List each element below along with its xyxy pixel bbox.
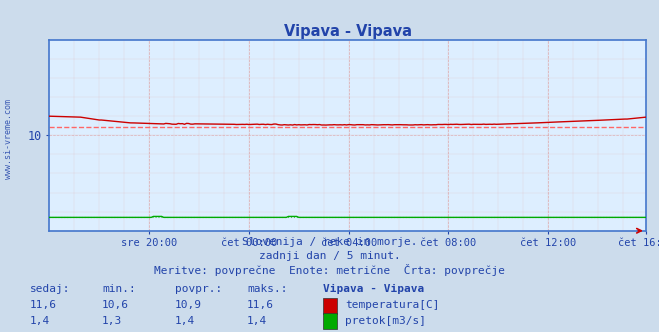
Text: 1,4: 1,4 bbox=[30, 316, 50, 326]
Text: zadnji dan / 5 minut.: zadnji dan / 5 minut. bbox=[258, 251, 401, 261]
Text: Meritve: povprečne  Enote: metrične  Črta: povprečje: Meritve: povprečne Enote: metrične Črta:… bbox=[154, 264, 505, 276]
Text: 11,6: 11,6 bbox=[247, 300, 274, 310]
Text: maks.:: maks.: bbox=[247, 284, 287, 294]
Text: pretok[m3/s]: pretok[m3/s] bbox=[345, 316, 426, 326]
Text: min.:: min.: bbox=[102, 284, 136, 294]
Text: 10,6: 10,6 bbox=[102, 300, 129, 310]
Text: 1,3: 1,3 bbox=[102, 316, 123, 326]
Text: www.si-vreme.com: www.si-vreme.com bbox=[4, 100, 13, 179]
Text: Slovenija / reke in morje.: Slovenija / reke in morje. bbox=[242, 237, 417, 247]
Text: 1,4: 1,4 bbox=[247, 316, 268, 326]
Text: 1,4: 1,4 bbox=[175, 316, 195, 326]
Text: Vipava - Vipava: Vipava - Vipava bbox=[323, 284, 424, 294]
Text: 11,6: 11,6 bbox=[30, 300, 57, 310]
Text: 10,9: 10,9 bbox=[175, 300, 202, 310]
Title: Vipava - Vipava: Vipava - Vipava bbox=[283, 24, 412, 39]
Text: povpr.:: povpr.: bbox=[175, 284, 222, 294]
Text: sedaj:: sedaj: bbox=[30, 284, 70, 294]
Text: temperatura[C]: temperatura[C] bbox=[345, 300, 440, 310]
